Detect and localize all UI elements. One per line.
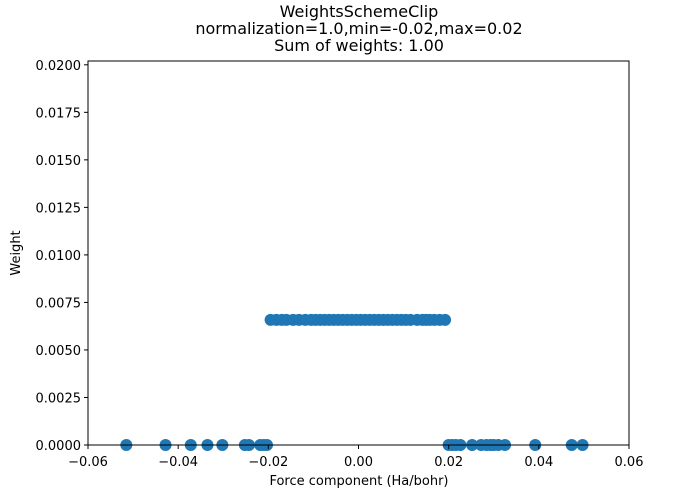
y-tick-label: 0.0025 [36, 391, 82, 406]
data-points [120, 313, 589, 451]
x-tick-label: 0.04 [524, 455, 553, 470]
title-line-2: normalization=1.0,min=-0.02,max=0.02 [195, 19, 522, 38]
title-line-1: WeightsSchemeClip [280, 2, 439, 21]
x-tick-label: −0.04 [158, 455, 198, 470]
y-axis-ticks: 0.0000 0.0025 0.0050 0.0075 0.0100 0.0125 0.01… [36, 59, 88, 454]
x-axis-label: Force component (Ha/bohr) [269, 474, 448, 489]
y-axis-label: Weight [9, 230, 24, 275]
x-axis-ticks: −0.06 −0.04 −0.02 0.00 0.02 0.04 0.06 [68, 445, 643, 470]
x-tick-label: 0.00 [344, 455, 373, 470]
x-tick-label: 0.02 [434, 455, 463, 470]
y-tick-label: 0.0175 [36, 106, 82, 121]
x-tick-label: 0.06 [615, 455, 644, 470]
y-tick-label: 0.0100 [36, 249, 82, 264]
plot-frame [87, 60, 630, 446]
y-tick-label: 0.0150 [36, 154, 82, 169]
y-tick-label: 0.0075 [36, 296, 82, 311]
y-tick-label: 0.0125 [36, 201, 82, 216]
title-line-3: Sum of weights: 1.00 [274, 36, 444, 55]
x-tick-label: −0.02 [248, 455, 288, 470]
chart-title: WeightsSchemeClip normalization=1.0,min=… [195, 2, 522, 55]
x-tick-label: −0.06 [68, 455, 108, 470]
data-point [439, 313, 452, 326]
y-tick-label: 0.0000 [36, 439, 82, 454]
y-tick-label: 0.0050 [36, 344, 82, 359]
y-tick-label: 0.0200 [36, 59, 82, 74]
